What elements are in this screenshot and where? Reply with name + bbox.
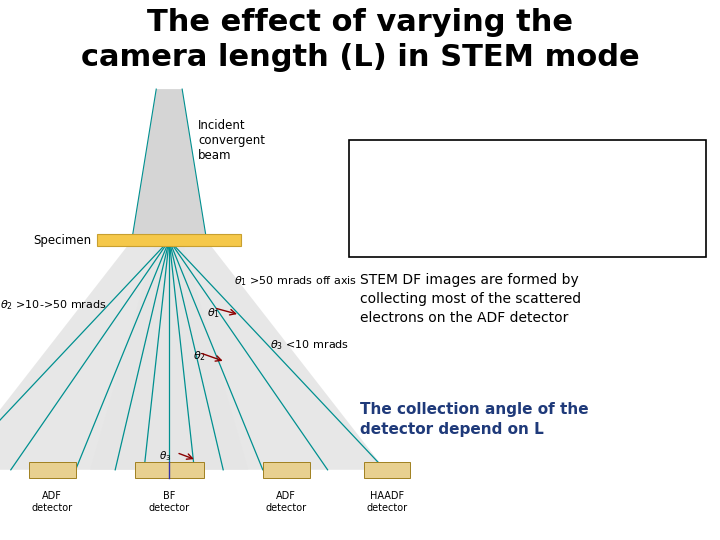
Text: ADF
detector: ADF detector (32, 491, 73, 513)
Text: Specimen: Specimen (33, 234, 91, 247)
Polygon shape (132, 89, 207, 240)
Text: $\theta_1$ >50 mrads off axis: $\theta_1$ >50 mrads off axis (234, 274, 357, 288)
Bar (263, 462, 310, 478)
Text: The effect of varying the
camera length (L) in STEM mode: The effect of varying the camera length … (81, 8, 639, 72)
Text: STEM DF images are formed by
collecting most of the scattered
electrons on the A: STEM DF images are formed by collecting … (360, 273, 581, 325)
Text: Incident
convergent
beam: Incident convergent beam (198, 119, 265, 162)
Polygon shape (0, 240, 385, 470)
Text: $\theta_3$ <10 mrads: $\theta_3$ <10 mrads (270, 339, 349, 353)
Text: The collection angle of the
detector depend on L: The collection angle of the detector dep… (360, 402, 589, 437)
Text: $\theta_1$: $\theta_1$ (207, 306, 220, 320)
Text: ADF
detector: ADF detector (266, 491, 307, 513)
Text: HAADF
detector: HAADF detector (366, 491, 408, 513)
Text: $\theta_3$: $\theta_3$ (159, 449, 172, 463)
Bar (29, 462, 76, 478)
Bar (97, 234, 241, 246)
Text: $\theta_2$ >10->50 mrads: $\theta_2$ >10->50 mrads (0, 298, 107, 312)
Bar (349, 140, 706, 256)
Bar (364, 462, 410, 478)
Polygon shape (90, 240, 248, 470)
Bar (135, 462, 204, 478)
Text: $\theta_2$: $\theta_2$ (193, 349, 206, 363)
Text: BF
detector: BF detector (148, 491, 190, 513)
Text: Varying the camera length (L)
corresponds to varying the size of
an objective ap: Varying the camera length (L) correspond… (362, 150, 598, 221)
